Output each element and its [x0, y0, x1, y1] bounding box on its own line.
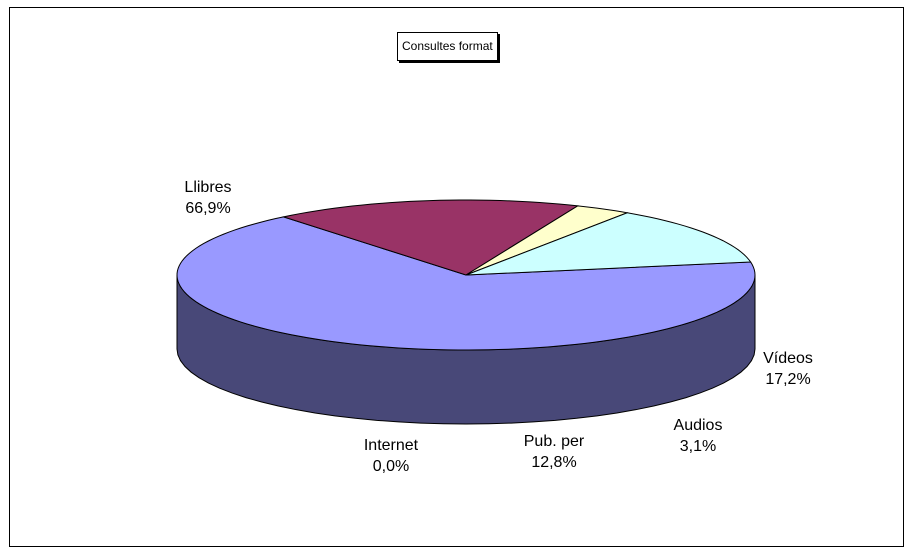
label-v-deos-name: Vídeos — [763, 350, 813, 367]
chart-title: Consultes format — [397, 32, 498, 61]
pie-slice-v-deos — [281, 199, 580, 276]
label-pub-per-name: Pub. per — [524, 433, 585, 450]
label-internet-name: Internet — [364, 437, 419, 454]
pie-slice-pub-per — [465, 212, 752, 276]
label-llibres-name: Llibres — [184, 179, 231, 196]
label-pub-per-pct: 12,8% — [531, 454, 576, 471]
label-llibres-pct: 66,9% — [185, 200, 230, 217]
pie-slice-llibres — [176, 216, 756, 351]
pie-top-group — [176, 199, 756, 351]
label-audios-name: Audios — [674, 417, 723, 434]
label-internet-pct: 0,0% — [373, 458, 409, 475]
label-v-deos-pct: 17,2% — [765, 371, 810, 388]
pie-labels: Llibres 66,9% Vídeos 17,2% Audios 3,1% Pub. pe… — [184, 179, 812, 475]
pie-slice-audios — [465, 205, 630, 276]
label-audios-pct: 3,1% — [680, 438, 716, 455]
